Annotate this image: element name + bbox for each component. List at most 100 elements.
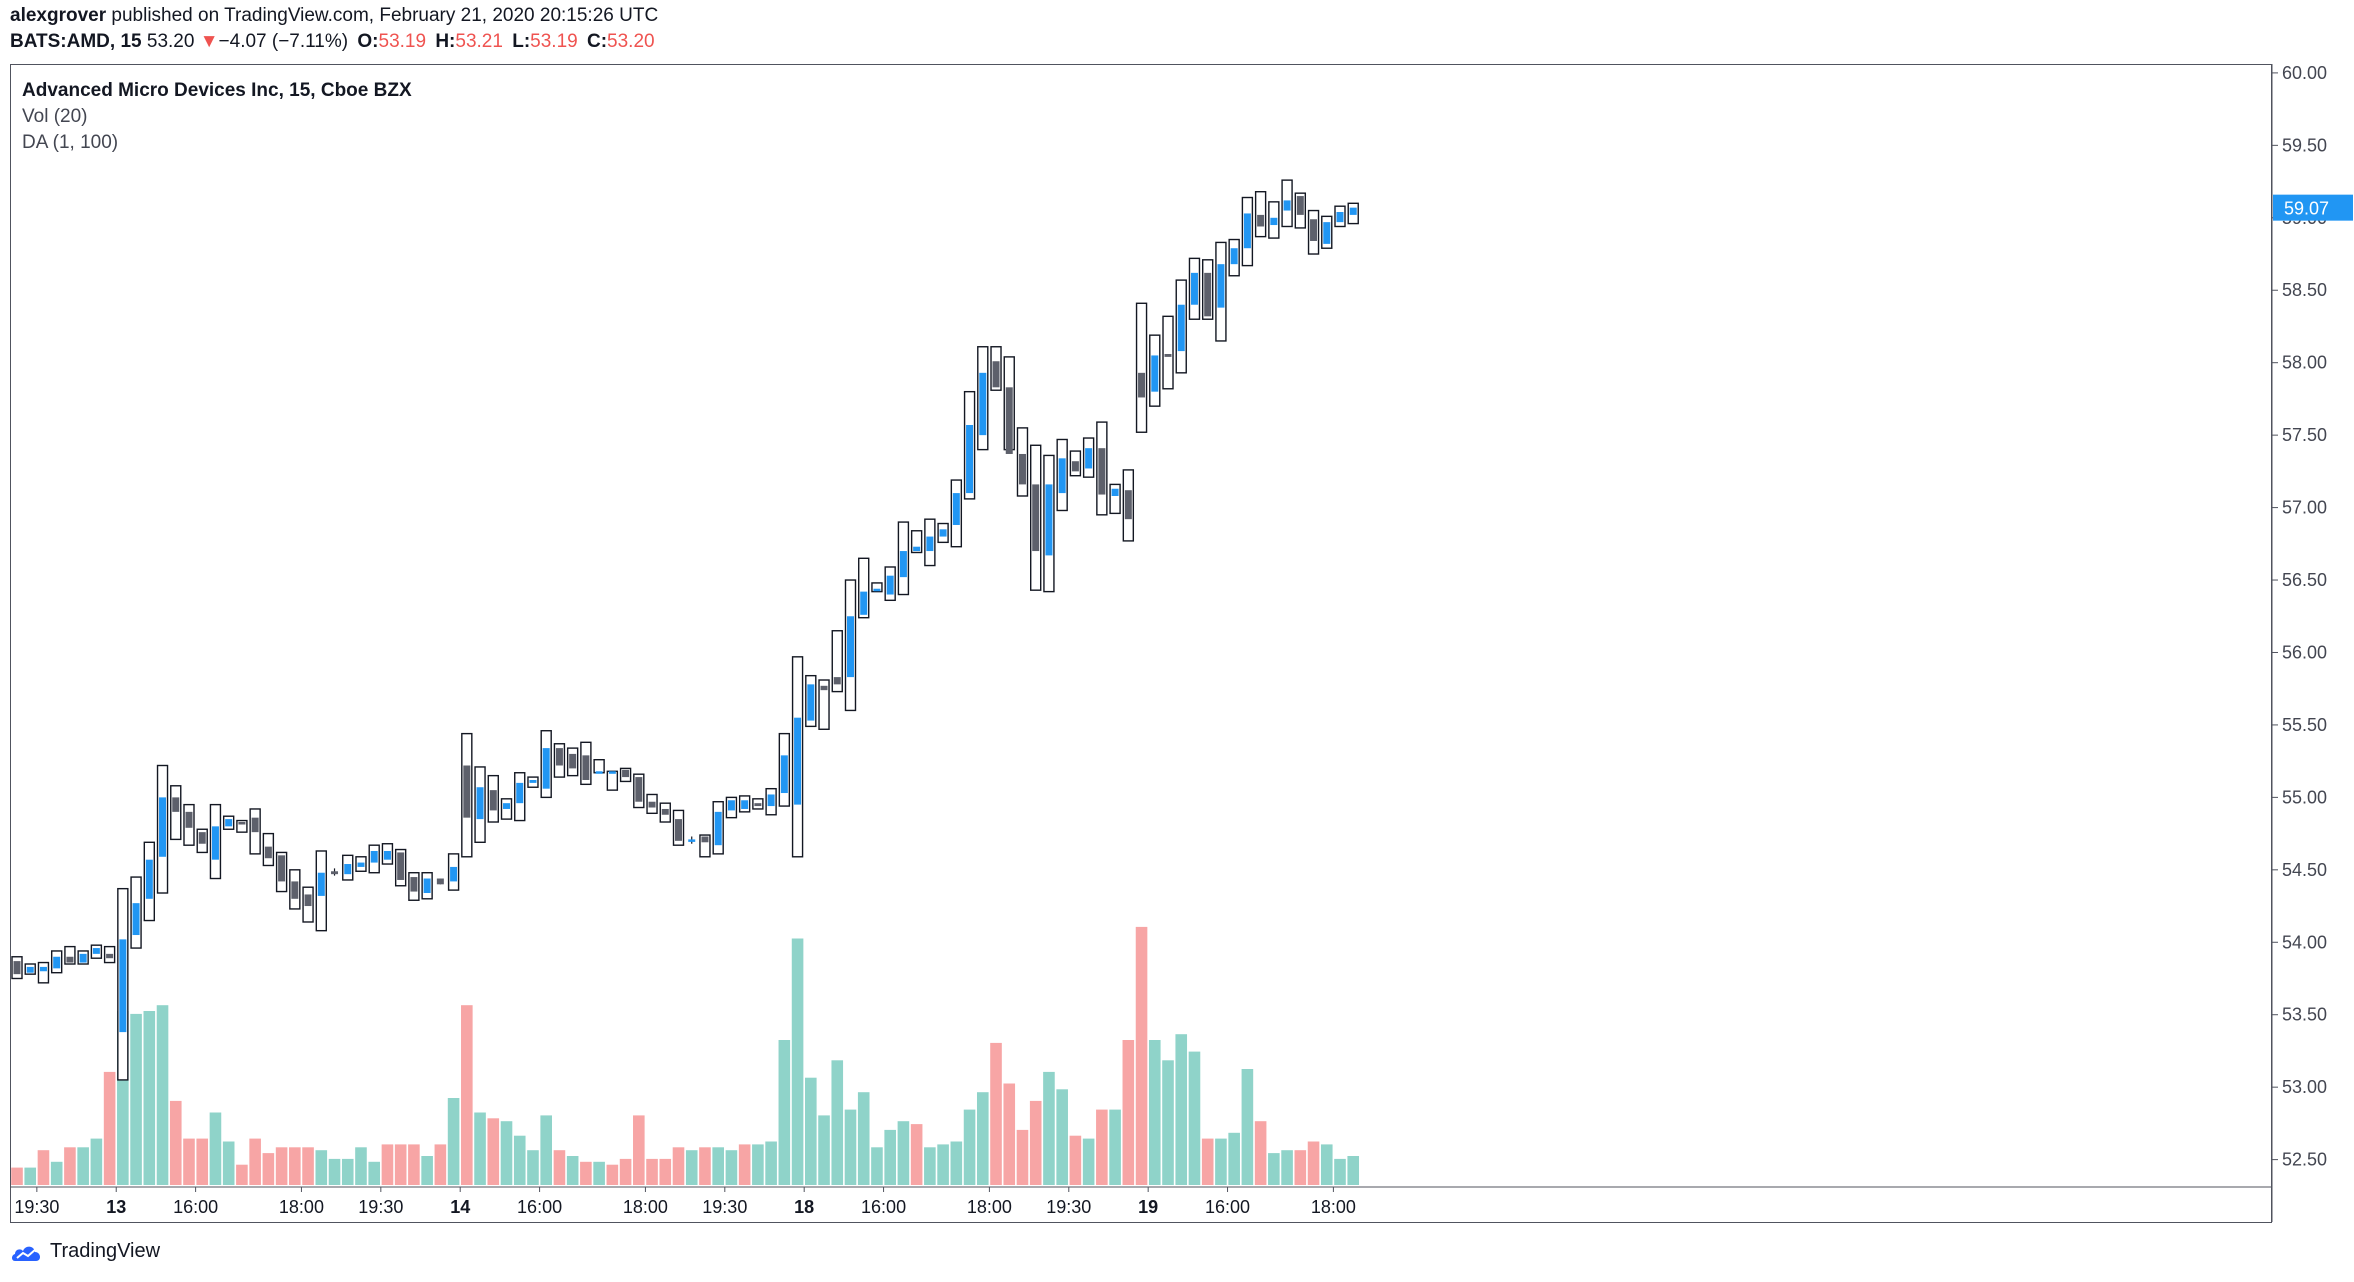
candle-body[interactable] (1098, 448, 1106, 495)
candle-body[interactable] (966, 424, 974, 494)
candle-body[interactable] (1138, 372, 1146, 398)
candle-body[interactable] (238, 822, 246, 825)
candle-body[interactable] (1243, 213, 1251, 249)
candle-body[interactable] (423, 878, 431, 894)
candle-body[interactable] (529, 779, 537, 783)
legend-title[interactable]: Advanced Micro Devices Inc, 15, Cboe BZX (22, 80, 412, 101)
tradingview-logo[interactable]: TradingView (10, 1240, 160, 1263)
candle-body[interactable] (635, 777, 643, 802)
candle-body[interactable] (1257, 214, 1265, 227)
candle-body[interactable] (304, 894, 312, 907)
candle-body[interactable] (1230, 248, 1238, 265)
candle-body[interactable] (211, 826, 219, 860)
candle-body[interactable] (370, 850, 378, 863)
candle-body[interactable] (13, 961, 21, 975)
candle-body[interactable] (913, 546, 921, 552)
candle-body[interactable] (1270, 217, 1278, 226)
candle-body[interactable] (159, 797, 167, 857)
candle-body[interactable] (436, 878, 444, 885)
candle-body[interactable] (926, 536, 934, 552)
candle-body[interactable] (79, 953, 87, 963)
candle-body[interactable] (714, 811, 722, 846)
candle-body[interactable] (397, 852, 405, 880)
legend-volume[interactable]: Vol (20) (22, 106, 88, 127)
candle-body[interactable] (860, 591, 868, 615)
candle-body[interactable] (1349, 207, 1357, 215)
candle-body[interactable] (66, 956, 74, 963)
candle-body[interactable] (450, 866, 458, 882)
candle-body[interactable] (185, 811, 193, 828)
candle-body[interactable] (979, 372, 987, 436)
candle-body[interactable] (132, 903, 140, 936)
candle-body[interactable] (701, 836, 709, 843)
candle-body[interactable] (648, 801, 656, 808)
candle-body[interactable] (1005, 387, 1013, 454)
candle-body[interactable] (741, 800, 749, 809)
candle-body[interactable] (383, 850, 391, 860)
candle-body[interactable] (1071, 461, 1079, 472)
candle-body[interactable] (1283, 200, 1291, 211)
candle-body[interactable] (873, 588, 881, 592)
candle-body[interactable] (1058, 458, 1066, 494)
candle-body[interactable] (1085, 448, 1093, 469)
legend-indicator[interactable]: DA (1, 100) (22, 132, 119, 153)
candle-body[interactable] (344, 864, 352, 875)
symbol-name[interactable]: BATS:AMD, 15 (10, 31, 142, 52)
candle-body[interactable] (1296, 196, 1304, 215)
candle-body[interactable] (106, 953, 114, 959)
candle-body[interactable] (39, 966, 47, 972)
candle-body[interactable] (1151, 355, 1159, 392)
candle-body[interactable] (1111, 488, 1119, 496)
candle-body[interactable] (1336, 211, 1344, 223)
candle-body[interactable] (794, 717, 802, 805)
candle-body[interactable] (661, 808, 669, 815)
candle-body[interactable] (264, 846, 272, 859)
candle-body[interactable] (595, 771, 603, 774)
candle-body[interactable] (992, 361, 1000, 388)
candle-body[interactable] (1164, 353, 1172, 357)
candle-body[interactable] (675, 819, 682, 841)
candle-body[interactable] (1217, 264, 1225, 308)
candle-body[interactable] (582, 755, 590, 780)
candle-body[interactable] (569, 753, 577, 769)
candle-body[interactable] (92, 948, 100, 954)
candle-body[interactable] (1323, 222, 1331, 244)
candle-body[interactable] (1018, 453, 1026, 485)
candle-body[interactable] (198, 832, 206, 844)
candle-body[interactable] (172, 797, 180, 812)
candle-body[interactable] (463, 765, 471, 818)
candle-body[interactable] (727, 800, 735, 811)
candle-body[interactable] (251, 817, 259, 833)
candle-body[interactable] (119, 939, 127, 1033)
candle-body[interactable] (225, 819, 233, 827)
candle-body[interactable] (820, 685, 828, 691)
publisher-name[interactable]: alexgrover (10, 5, 107, 26)
candle-body[interactable] (291, 881, 299, 899)
candle-body[interactable] (846, 616, 854, 678)
candle-body[interactable] (26, 966, 34, 973)
candle-body[interactable] (622, 769, 630, 778)
candle-body[interactable] (503, 803, 511, 809)
candle-body[interactable] (317, 872, 325, 896)
candle-body[interactable] (780, 755, 788, 794)
candle-body[interactable] (1032, 484, 1040, 552)
candle-body[interactable] (754, 803, 762, 807)
candle-body[interactable] (899, 551, 907, 578)
candle-body[interactable] (1310, 219, 1318, 241)
candle-body[interactable] (886, 575, 894, 595)
candle-body[interactable] (939, 529, 947, 537)
candle-body[interactable] (1124, 490, 1132, 520)
candle-body[interactable] (1045, 484, 1053, 556)
candle-body[interactable] (53, 956, 61, 969)
candle-body[interactable] (1204, 272, 1212, 317)
candle-body[interactable] (489, 790, 497, 811)
candle-body[interactable] (476, 787, 484, 820)
candle-body[interactable] (278, 855, 286, 882)
candle-body[interactable] (357, 862, 365, 867)
candle-body[interactable] (952, 493, 960, 525)
candle-body[interactable] (608, 771, 616, 774)
candle-body[interactable] (555, 748, 563, 766)
candle-body[interactable] (542, 748, 550, 789)
candle-body[interactable] (331, 871, 339, 875)
